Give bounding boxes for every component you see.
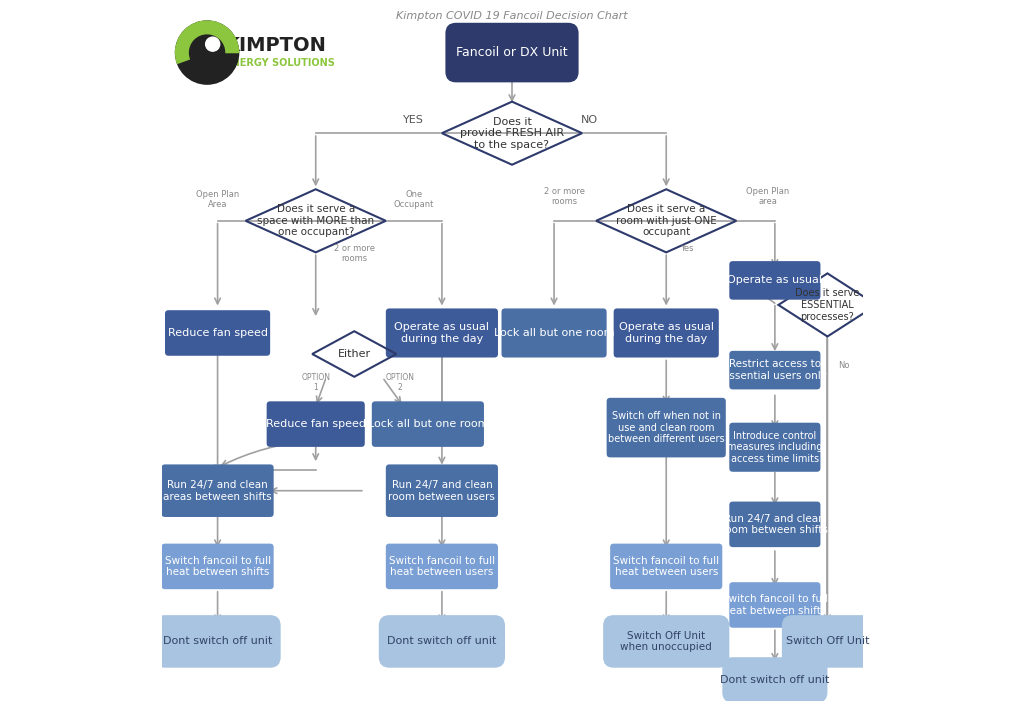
Text: Switch fancoil to full
heat between shifts: Switch fancoil to full heat between shif… bbox=[165, 556, 270, 577]
Circle shape bbox=[175, 21, 239, 84]
FancyBboxPatch shape bbox=[266, 401, 365, 447]
FancyBboxPatch shape bbox=[165, 310, 270, 355]
Text: Open Plan
area: Open Plan area bbox=[746, 186, 790, 206]
Text: Lock all but one room: Lock all but one room bbox=[494, 328, 614, 338]
Text: Switch off when not in
use and clean room
between different users: Switch off when not in use and clean roo… bbox=[608, 411, 725, 444]
Text: Does it serve
ESSENTIAL
processes?: Does it serve ESSENTIAL processes? bbox=[796, 288, 859, 322]
Text: KIMPTON: KIMPTON bbox=[224, 36, 327, 55]
FancyBboxPatch shape bbox=[162, 465, 273, 517]
Text: Dont switch off unit: Dont switch off unit bbox=[387, 637, 497, 646]
FancyBboxPatch shape bbox=[729, 423, 820, 472]
Text: Open Plan
Area: Open Plan Area bbox=[196, 190, 240, 210]
Text: Dont switch off unit: Dont switch off unit bbox=[720, 675, 829, 685]
FancyBboxPatch shape bbox=[729, 261, 820, 300]
Text: Switch fancoil to full
heat between users: Switch fancoil to full heat between user… bbox=[389, 556, 495, 577]
Text: OPTION
1: OPTION 1 bbox=[301, 373, 330, 393]
Text: Switch fancoil to full
heat between users: Switch fancoil to full heat between user… bbox=[613, 556, 719, 577]
Text: One
Occupant: One Occupant bbox=[393, 190, 434, 210]
Text: 2 or more
rooms: 2 or more rooms bbox=[334, 244, 375, 264]
Text: Operate as usual
during the day: Operate as usual during the day bbox=[618, 322, 714, 343]
Text: Dont switch off unit: Dont switch off unit bbox=[163, 637, 272, 646]
FancyBboxPatch shape bbox=[603, 615, 729, 667]
Text: Operate as usual: Operate as usual bbox=[727, 275, 822, 285]
Text: Switch fancoil to full
heat between shifts: Switch fancoil to full heat between shif… bbox=[722, 594, 828, 615]
Text: 2 or more
rooms: 2 or more rooms bbox=[544, 186, 585, 206]
Text: Run 24/7 and clean
room between shifts: Run 24/7 and clean room between shifts bbox=[722, 514, 828, 535]
Circle shape bbox=[206, 37, 220, 51]
FancyBboxPatch shape bbox=[729, 350, 820, 390]
Text: Either: Either bbox=[338, 349, 371, 359]
FancyBboxPatch shape bbox=[729, 502, 820, 547]
Text: Does it serve a
room with just ONE
occupant: Does it serve a room with just ONE occup… bbox=[615, 204, 717, 238]
FancyBboxPatch shape bbox=[610, 544, 722, 589]
Text: Kimpton COVID 19 Fancoil Decision Chart: Kimpton COVID 19 Fancoil Decision Chart bbox=[396, 11, 628, 20]
Circle shape bbox=[189, 35, 224, 70]
Text: Yes: Yes bbox=[680, 244, 693, 253]
Text: Run 24/7 and clean
areas between shifts: Run 24/7 and clean areas between shifts bbox=[163, 480, 272, 501]
FancyBboxPatch shape bbox=[782, 615, 873, 667]
FancyBboxPatch shape bbox=[722, 658, 827, 701]
Text: Operate as usual
during the day: Operate as usual during the day bbox=[394, 322, 489, 343]
Text: Restrict access to
essential users only: Restrict access to essential users only bbox=[723, 360, 826, 381]
FancyBboxPatch shape bbox=[386, 308, 498, 358]
FancyBboxPatch shape bbox=[606, 398, 726, 457]
FancyBboxPatch shape bbox=[372, 401, 484, 447]
Text: Yes: Yes bbox=[775, 288, 788, 297]
Text: Introduce control
measures including
access time limits: Introduce control measures including acc… bbox=[727, 430, 822, 464]
FancyBboxPatch shape bbox=[502, 308, 606, 358]
FancyBboxPatch shape bbox=[379, 615, 505, 667]
FancyBboxPatch shape bbox=[445, 22, 579, 82]
Text: Switch Off Unit: Switch Off Unit bbox=[785, 637, 869, 646]
Text: Reduce fan speed: Reduce fan speed bbox=[168, 328, 267, 338]
FancyBboxPatch shape bbox=[386, 544, 498, 589]
FancyBboxPatch shape bbox=[155, 615, 281, 667]
FancyBboxPatch shape bbox=[162, 544, 273, 589]
Text: ENERGY SOLUTIONS: ENERGY SOLUTIONS bbox=[224, 58, 335, 68]
Text: No: No bbox=[838, 362, 850, 370]
FancyBboxPatch shape bbox=[729, 582, 820, 628]
Text: NO: NO bbox=[581, 115, 598, 125]
FancyBboxPatch shape bbox=[386, 465, 498, 517]
Text: Does it
provide FRESH AIR
to the space?: Does it provide FRESH AIR to the space? bbox=[460, 116, 564, 150]
Text: Switch Off Unit
when unoccupied: Switch Off Unit when unoccupied bbox=[621, 631, 712, 652]
Text: Does it serve a
space with MORE than
one occupant?: Does it serve a space with MORE than one… bbox=[257, 204, 375, 238]
Wedge shape bbox=[175, 21, 239, 63]
Text: Lock all but one room: Lock all but one room bbox=[368, 419, 488, 429]
Text: Reduce fan speed: Reduce fan speed bbox=[265, 419, 366, 429]
Text: YES: YES bbox=[403, 115, 424, 125]
FancyBboxPatch shape bbox=[613, 308, 719, 358]
Text: Fancoil or DX Unit: Fancoil or DX Unit bbox=[456, 46, 568, 59]
Text: Run 24/7 and clean
room between users: Run 24/7 and clean room between users bbox=[388, 480, 496, 501]
Text: OPTION
2: OPTION 2 bbox=[385, 373, 415, 393]
